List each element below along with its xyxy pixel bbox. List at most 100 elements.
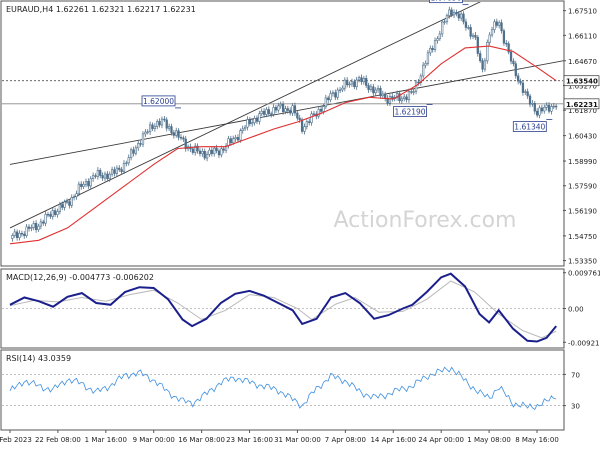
candle-body bbox=[414, 81, 418, 92]
candle-body bbox=[132, 149, 135, 154]
candle-body bbox=[251, 122, 254, 125]
candle-body bbox=[464, 21, 468, 28]
candle-body bbox=[524, 91, 527, 93]
candle-body bbox=[474, 34, 477, 38]
candle-body bbox=[455, 12, 458, 15]
candle-body bbox=[547, 104, 551, 112]
candle-body bbox=[160, 118, 164, 126]
candle-body bbox=[84, 181, 88, 185]
candle-body bbox=[308, 121, 311, 123]
candle-body bbox=[500, 22, 503, 32]
candle-body bbox=[213, 147, 216, 154]
level-value-box bbox=[563, 98, 600, 110]
candle-body bbox=[177, 130, 180, 138]
candle-body bbox=[422, 64, 425, 77]
macd-y-tick-label: 0.009761 bbox=[568, 270, 600, 278]
price-y-tick-label: 1.54750 bbox=[568, 233, 597, 241]
candle-body bbox=[229, 138, 232, 144]
macd-line bbox=[9, 272, 557, 343]
candle-body bbox=[462, 13, 465, 23]
candle-body bbox=[495, 21, 498, 26]
candle-body bbox=[215, 147, 218, 152]
candle-body bbox=[65, 201, 69, 203]
candle-body bbox=[457, 13, 460, 19]
x-tick-label: 23 Mar 16:00 bbox=[226, 436, 273, 444]
candle-body bbox=[303, 126, 306, 132]
candle-body bbox=[156, 121, 159, 127]
candle-body bbox=[443, 21, 446, 23]
candle-body bbox=[13, 231, 16, 236]
candle-body bbox=[42, 221, 45, 224]
candle-body bbox=[552, 105, 555, 108]
macd-signal-line bbox=[9, 280, 557, 339]
candle-body bbox=[346, 79, 349, 86]
candle-body bbox=[243, 126, 247, 130]
candle-body bbox=[298, 117, 301, 120]
candle-body bbox=[260, 110, 263, 115]
candle-body bbox=[481, 60, 484, 70]
candle-body bbox=[258, 113, 261, 122]
candle-body bbox=[429, 48, 432, 54]
price-y-tick-label: 1.61870 bbox=[568, 107, 597, 115]
candle-body bbox=[146, 131, 149, 133]
candle-body bbox=[32, 223, 35, 228]
candle-body bbox=[191, 148, 194, 153]
x-tick-label: 1 May 08:00 bbox=[467, 436, 511, 444]
candle-body bbox=[262, 110, 266, 115]
candle-body bbox=[30, 227, 33, 229]
candle-body bbox=[502, 30, 506, 44]
candle-body bbox=[20, 233, 24, 235]
candle-body bbox=[405, 96, 408, 101]
candle-body bbox=[353, 81, 356, 88]
candle-body bbox=[538, 107, 541, 116]
rsi-y-tick-label: 70 bbox=[571, 371, 580, 379]
macd-y-tick-label: 0.00 bbox=[568, 306, 584, 314]
x-tick-label: 31 Mar 00:00 bbox=[274, 436, 321, 444]
candle-body bbox=[184, 138, 187, 150]
candle-body bbox=[540, 107, 544, 112]
candle-body bbox=[293, 105, 297, 114]
candle-body bbox=[526, 91, 529, 97]
candle-body bbox=[322, 106, 325, 112]
candle-body bbox=[483, 60, 487, 70]
candle-body bbox=[379, 87, 382, 97]
candle-body bbox=[471, 34, 475, 37]
candle-body bbox=[286, 108, 289, 111]
candle-body bbox=[39, 221, 43, 227]
candle-body bbox=[338, 89, 342, 92]
candle-body bbox=[388, 96, 392, 104]
candle-body bbox=[141, 133, 145, 145]
candle-body bbox=[167, 126, 171, 129]
candle-body bbox=[400, 98, 403, 102]
macd-y-tick-label: -0.009216 bbox=[568, 339, 600, 347]
candle-body bbox=[72, 196, 76, 198]
candle-body bbox=[125, 162, 128, 164]
candle-body bbox=[493, 21, 496, 31]
price-marker-label: 1.67850 bbox=[430, 0, 461, 3]
candle-body bbox=[165, 119, 168, 129]
price-marker-label: 1.62000 bbox=[143, 97, 174, 106]
candle-body bbox=[555, 105, 558, 108]
candle-body bbox=[360, 77, 363, 83]
price-y-tick-label: 1.57590 bbox=[568, 183, 597, 191]
price-marker-label: 1.61340 bbox=[514, 123, 545, 132]
candle-body bbox=[424, 63, 427, 66]
candle-body bbox=[248, 119, 251, 125]
candle-body bbox=[87, 181, 90, 187]
candle-body bbox=[348, 83, 351, 86]
candle-body bbox=[445, 15, 449, 23]
candle-body bbox=[319, 108, 323, 112]
candle-body bbox=[234, 137, 237, 139]
candle-body bbox=[514, 63, 517, 77]
candle-body bbox=[34, 223, 38, 231]
candle-body bbox=[403, 96, 406, 99]
candle-body bbox=[137, 143, 140, 149]
x-tick-label: 15 Feb 2023 bbox=[0, 436, 32, 444]
candle-body bbox=[106, 173, 109, 179]
candle-body bbox=[194, 145, 197, 153]
candle-body bbox=[134, 147, 137, 154]
x-tick-label: 9 Mar 00:00 bbox=[133, 436, 175, 444]
candle-body bbox=[531, 103, 534, 105]
candle-body bbox=[419, 75, 422, 83]
x-tick-label: 1 Mar 16:00 bbox=[85, 436, 127, 444]
